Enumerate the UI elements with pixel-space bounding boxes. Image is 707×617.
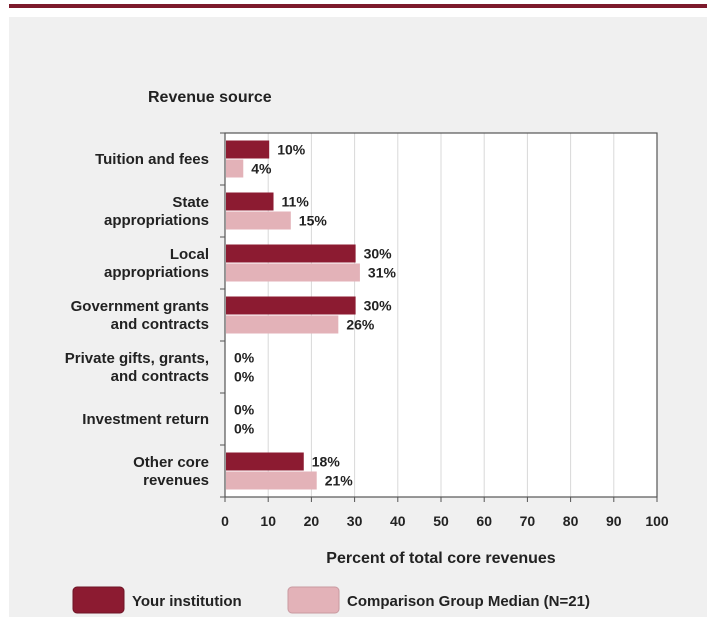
bar-value-label: 15% bbox=[299, 213, 328, 229]
category-label: Private gifts, grants, bbox=[65, 350, 209, 367]
category-label: and contracts bbox=[111, 316, 209, 333]
bar-value-label: 26% bbox=[346, 317, 375, 333]
bar-value-label: 30% bbox=[364, 298, 393, 314]
category-label: Other core bbox=[133, 454, 209, 471]
bar-value-label: 31% bbox=[368, 265, 397, 281]
bar-value-label: 10% bbox=[277, 142, 306, 158]
category-label: revenues bbox=[143, 472, 209, 489]
category-label: Investment return bbox=[82, 411, 209, 428]
bar-value-label: 18% bbox=[312, 454, 341, 470]
bar-value-label: 0% bbox=[234, 421, 255, 437]
category-label: and contracts bbox=[111, 368, 209, 385]
legend-swatch bbox=[287, 586, 340, 614]
bar-value-label: 0% bbox=[234, 369, 255, 385]
x-tick-label: 10 bbox=[260, 513, 276, 529]
bar-comparison bbox=[226, 471, 317, 490]
x-tick-label: 0 bbox=[221, 513, 229, 529]
category-label: Government grants bbox=[71, 298, 209, 315]
category-label: State bbox=[172, 194, 209, 211]
bar-comparison bbox=[226, 263, 360, 282]
plot-area: 0 10 20 30 40 50 60 70 80 90 100 Tuition and fees St… bbox=[65, 132, 669, 529]
x-tick-label: 100 bbox=[645, 513, 669, 529]
chart-title: Revenue source bbox=[148, 89, 272, 106]
bar-value-label: 21% bbox=[325, 473, 354, 489]
bar-comparison bbox=[226, 159, 244, 178]
category-label: appropriations bbox=[104, 212, 209, 229]
bar-value-label: 30% bbox=[364, 246, 393, 262]
x-tick-label: 20 bbox=[304, 513, 320, 529]
bar-institution bbox=[226, 244, 356, 263]
bar-comparison bbox=[226, 315, 339, 334]
bar-value-label: 11% bbox=[282, 194, 310, 210]
legend: Your institution Comparison Group Median … bbox=[72, 586, 590, 614]
x-tick-label: 50 bbox=[433, 513, 449, 529]
x-tick-label: 60 bbox=[476, 513, 492, 529]
legend-label: Your institution bbox=[132, 593, 242, 610]
x-tick-label: 90 bbox=[606, 513, 622, 529]
category-label: Tuition and fees bbox=[95, 151, 209, 168]
legend-label: Comparison Group Median (N=21) bbox=[347, 593, 590, 610]
bar-value-label: 0% bbox=[234, 402, 255, 418]
bar-institution bbox=[226, 192, 274, 211]
bar-value-label: 0% bbox=[234, 350, 255, 366]
x-tick-label: 70 bbox=[520, 513, 536, 529]
bar-value-label: 4% bbox=[251, 161, 272, 177]
x-tick-label: 40 bbox=[390, 513, 406, 529]
legend-swatch bbox=[72, 586, 125, 614]
bar-comparison bbox=[226, 211, 291, 230]
header-accent-bar bbox=[9, 4, 707, 8]
category-label: Local bbox=[170, 246, 209, 263]
category-label: appropriations bbox=[104, 264, 209, 281]
x-axis-label: Percent of total core revenues bbox=[326, 550, 556, 567]
x-tick-label: 30 bbox=[347, 513, 363, 529]
bar-institution bbox=[226, 140, 270, 159]
bar-institution bbox=[226, 452, 304, 471]
x-tick-label: 80 bbox=[563, 513, 579, 529]
plot-border bbox=[224, 132, 658, 498]
bar-institution bbox=[226, 296, 356, 315]
